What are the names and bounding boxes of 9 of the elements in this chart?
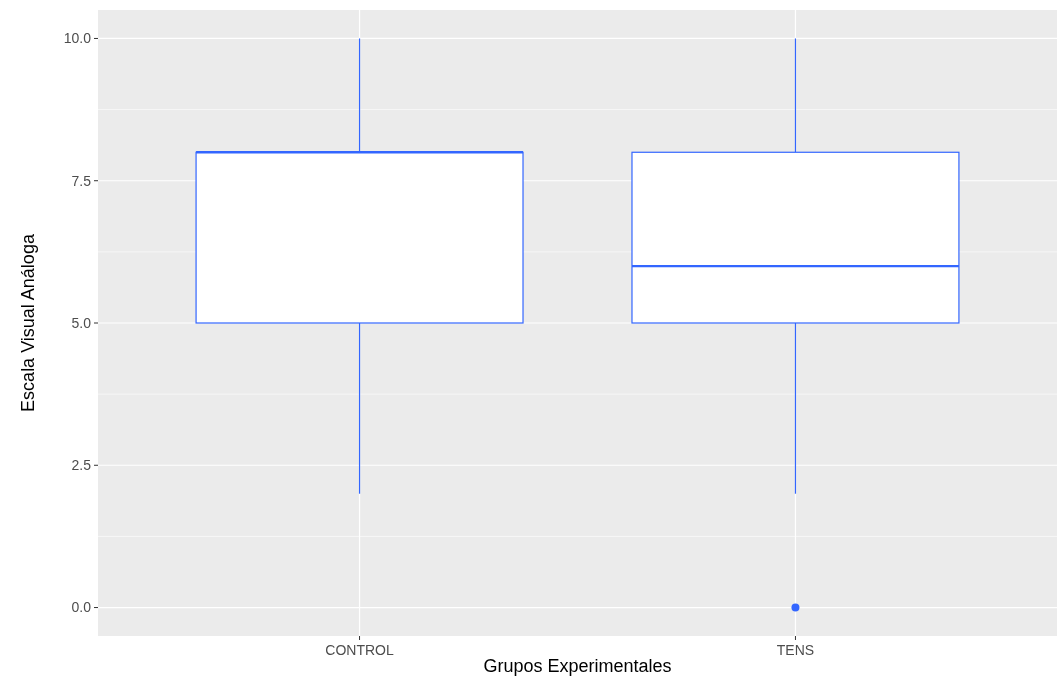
y-tick-label: 0.0 bbox=[71, 599, 92, 616]
y-tick-label: 10.0 bbox=[63, 30, 92, 47]
x-tick-label: TENS bbox=[776, 642, 815, 658]
y-axis-title: Escala Visual Análoga bbox=[18, 233, 38, 412]
y-tick-label: 7.5 bbox=[71, 172, 92, 189]
x-tick-label: CONTROL bbox=[325, 642, 394, 658]
x-axis-title: Grupos Experimentales bbox=[483, 656, 672, 676]
y-tick-label: 2.5 bbox=[71, 457, 92, 474]
y-tick-label: 5.0 bbox=[71, 314, 92, 331]
